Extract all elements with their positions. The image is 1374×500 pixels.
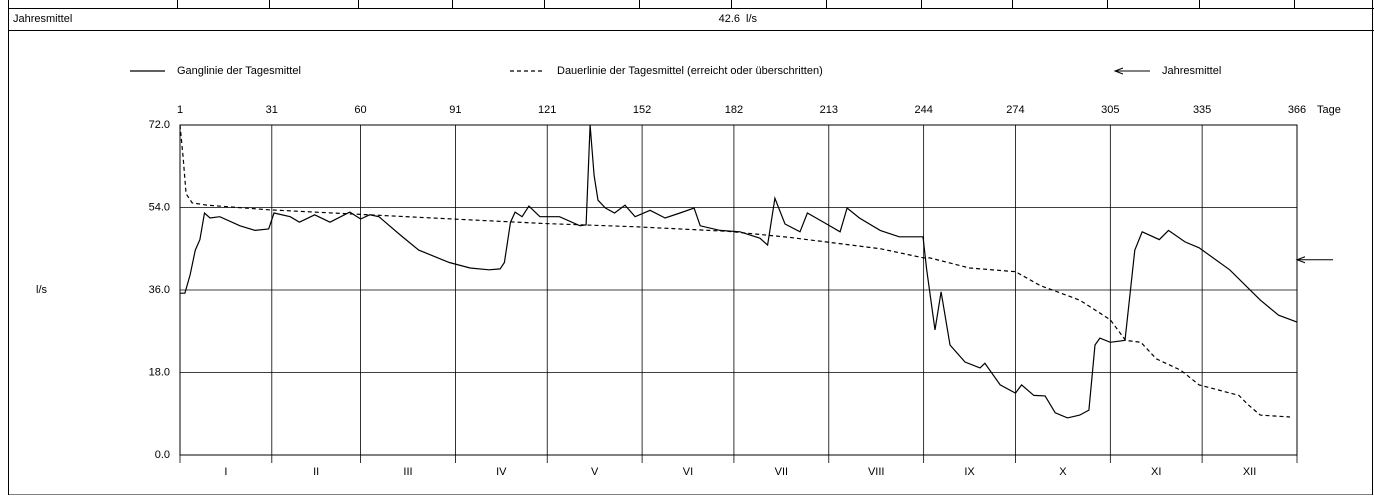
y-tick-label: 36.0 — [149, 284, 170, 296]
month-label: VIII — [868, 466, 885, 478]
x-tick-label: 1 — [177, 104, 183, 116]
month-label: XII — [1243, 466, 1256, 478]
table-row — [177, 0, 1295, 8]
x-tick-label: 152 — [633, 104, 651, 116]
month-label: X — [1059, 466, 1067, 478]
month-label: I — [224, 466, 227, 478]
y-axis-label: l/s — [36, 284, 48, 296]
x-tick-label: 244 — [914, 104, 932, 116]
row-label: Jahresmittel — [13, 13, 72, 25]
series-line — [180, 124, 1298, 419]
x-tick-label: 366 — [1288, 104, 1306, 116]
legend-label: Dauerlinie der Tagesmittel (erreicht ode… — [557, 65, 823, 77]
month-label: IX — [964, 466, 975, 478]
legend-label: Jahresmittel — [1162, 65, 1221, 77]
x-tick-label: 213 — [820, 104, 838, 116]
month-label: VI — [683, 466, 693, 478]
month-label: III — [403, 466, 412, 478]
annual-mean-arrow-head — [1295, 256, 1306, 264]
row-unit: l/s — [746, 13, 758, 25]
month-label: V — [591, 466, 599, 478]
legend-arrow-head — [1113, 67, 1124, 75]
x-tick-label: 305 — [1101, 104, 1119, 116]
x-axis-label: Tage — [1317, 104, 1341, 116]
month-label: II — [313, 466, 319, 478]
month-label: VII — [775, 466, 788, 478]
x-tick-label: 31 — [266, 104, 278, 116]
x-tick-label: 91 — [449, 104, 461, 116]
legend-label: Ganglinie der Tagesmittel — [177, 65, 301, 77]
x-tick-label: 274 — [1006, 104, 1024, 116]
month-label: IV — [496, 466, 507, 478]
x-tick-label: 121 — [538, 104, 556, 116]
x-tick-label: 60 — [354, 104, 366, 116]
series-line — [179, 124, 1291, 418]
y-tick-label: 54.0 — [149, 201, 170, 213]
y-tick-label: 72.0 — [149, 119, 170, 131]
month-label: XI — [1151, 466, 1161, 478]
x-tick-label: 335 — [1193, 104, 1211, 116]
y-tick-label: 18.0 — [149, 366, 170, 378]
x-tick-label: 182 — [725, 104, 743, 116]
y-tick-label: 0.0 — [155, 449, 170, 461]
row-value: 42.6 — [719, 13, 740, 25]
